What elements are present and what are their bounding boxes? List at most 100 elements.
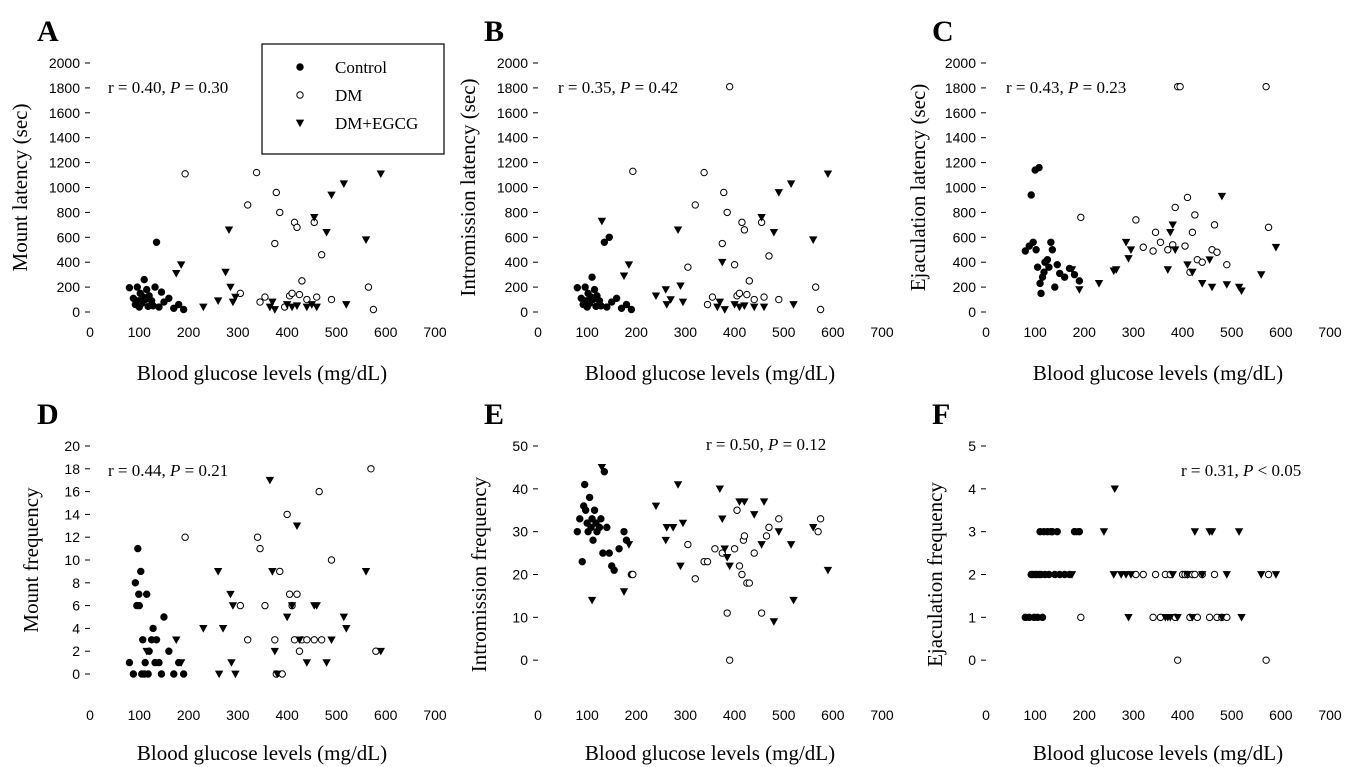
y-tick-label: 40 [512, 481, 528, 497]
point-d-dm-egcg-17 [292, 522, 302, 530]
x-tick-label: 300 [226, 324, 250, 340]
series-b-dm [629, 82, 825, 314]
point-d-dm-2 [244, 636, 252, 644]
panel-letter-d: D [37, 398, 59, 431]
point-b-dm-egcg-21 [774, 189, 783, 197]
point-b-dm-egcg-18 [757, 214, 766, 222]
point-d-dm-8 [276, 567, 284, 576]
x-tick-label: 400 [1171, 707, 1195, 723]
point-c-dm-egcg-16 [1207, 283, 1217, 292]
point-a-control-17 [152, 238, 161, 246]
point-e-dm-egcg-1 [597, 464, 607, 472]
point-e-control-23 [615, 545, 623, 553]
stat-r: r = 0.50, [706, 435, 768, 454]
point-e-dm-egcg-2 [619, 588, 629, 596]
panel-letter-f: F [932, 398, 950, 431]
point-e-dm-egcg-6 [662, 524, 671, 532]
point-f-dm-egcg-3 [1109, 571, 1118, 579]
x-tick-label: 500 [325, 324, 349, 340]
point-c-dm-5 [1156, 238, 1165, 246]
point-d-control-21 [160, 613, 168, 621]
y-tick-label: 0 [968, 304, 976, 320]
point-e-control-9 [587, 523, 595, 532]
point-f-dm-0 [1077, 613, 1085, 622]
y-tick-label: 2 [72, 643, 80, 659]
point-b-dm-13 [738, 218, 746, 227]
point-b-dm-5 [708, 293, 717, 301]
point-b-dm-14 [740, 226, 749, 234]
point-a-dm-egcg-14 [292, 302, 302, 310]
legend-label-dm-egcg: DM+EGCG [335, 114, 418, 133]
point-e-dm-22 [814, 527, 822, 536]
y-tick-label: 1200 [497, 155, 528, 171]
point-a-dm-egcg-4 [221, 268, 230, 277]
point-b-dm-4 [703, 300, 712, 309]
point-b-dm-egcg-8 [676, 282, 685, 291]
point-b-control-21 [617, 304, 626, 312]
point-a-dm-19 [317, 251, 326, 259]
x-tick-label: 700 [870, 324, 894, 340]
point-a-dm-15 [298, 277, 306, 285]
point-f-dm-egcg-19 [1207, 528, 1217, 536]
point-c-dm-egcg-21 [1257, 271, 1266, 279]
point-a-dm-18 [313, 293, 321, 301]
panel-a: A 0 200 400 600 800 1000 1200 1400 1600 1800 2000 0 1… [8, 15, 447, 385]
point-b-dm-egcg-4 [661, 286, 670, 294]
point-a-dm-egcg-18 [312, 303, 321, 312]
point-c-control-16 [1048, 246, 1057, 254]
point-d-dm-egcg-14 [273, 670, 282, 679]
y-axis-title: Intromission latency (sec) [456, 78, 480, 296]
stat-p-letter: P [1242, 461, 1253, 480]
point-a-control-24 [179, 305, 188, 314]
point-d-dm-19 [315, 487, 323, 496]
point-b-dm-egcg-5 [662, 301, 671, 309]
y-tick-label: 16 [64, 484, 80, 500]
point-a-dm-egcg-21 [339, 180, 349, 188]
point-a-control-9 [140, 275, 148, 284]
point-e-dm-egcg-9 [676, 562, 685, 571]
point-c-dm-egcg-18 [1222, 281, 1231, 289]
x-tick-label: 400 [275, 707, 299, 723]
x-tick-label: 100 [575, 707, 599, 723]
point-a-control-3 [133, 283, 142, 291]
x-tick-label: 600 [821, 707, 845, 723]
x-axis-title: Blood glucose levels (mg/dL) [1033, 361, 1283, 385]
point-legend-control-0 [296, 63, 304, 71]
y-axis-title: Mount frequency [19, 487, 43, 633]
point-b-control-23 [627, 305, 636, 314]
y-tick-label: 800 [953, 204, 977, 220]
point-d-dm-egcg-19 [302, 659, 312, 667]
x-tick-label: 700 [423, 707, 447, 723]
point-c-control-6 [1033, 263, 1042, 271]
point-d-control-13 [144, 670, 152, 678]
point-c-dm-0 [1077, 213, 1085, 222]
point-e-control-5 [581, 506, 590, 514]
point-e-dm-egcg-25 [809, 524, 818, 532]
point-c-dm-20 [1213, 248, 1221, 256]
x-axis-title: Blood glucose levels (mg/dL) [137, 741, 387, 765]
point-d-dm-5 [261, 601, 269, 610]
x-tick-label: 0 [86, 324, 94, 340]
stat-p-value: < 0.05 [1253, 461, 1301, 480]
point-e-dm-4 [703, 557, 712, 566]
x-tick-label: 500 [325, 707, 349, 723]
point-e-control-2 [578, 557, 586, 566]
y-tick-label: 800 [505, 204, 529, 220]
point-b-dm-egcg-22 [786, 180, 796, 188]
series-c-dm-egcg [1067, 192, 1281, 296]
point-a-dm-egcg-23 [361, 236, 371, 244]
point-e-dm-egcg-21 [769, 618, 779, 626]
point-d-control-4 [134, 544, 142, 553]
point-d-control-5 [135, 590, 143, 598]
x-tick-label: 200 [1073, 707, 1097, 723]
point-f-dm-egcg-0 [1067, 571, 1077, 579]
point-c-dm-12 [1183, 193, 1192, 202]
point-a-dm-egcg-16 [307, 301, 316, 309]
point-f-dm-egcg-13 [1173, 613, 1182, 622]
point-c-control-15 [1047, 238, 1055, 246]
point-f-dm-15 [1191, 570, 1199, 579]
series-d-control [125, 544, 188, 678]
x-tick-label: 0 [534, 324, 542, 340]
y-tick-label: 50 [512, 438, 528, 454]
point-f-dm-9 [1173, 656, 1182, 664]
